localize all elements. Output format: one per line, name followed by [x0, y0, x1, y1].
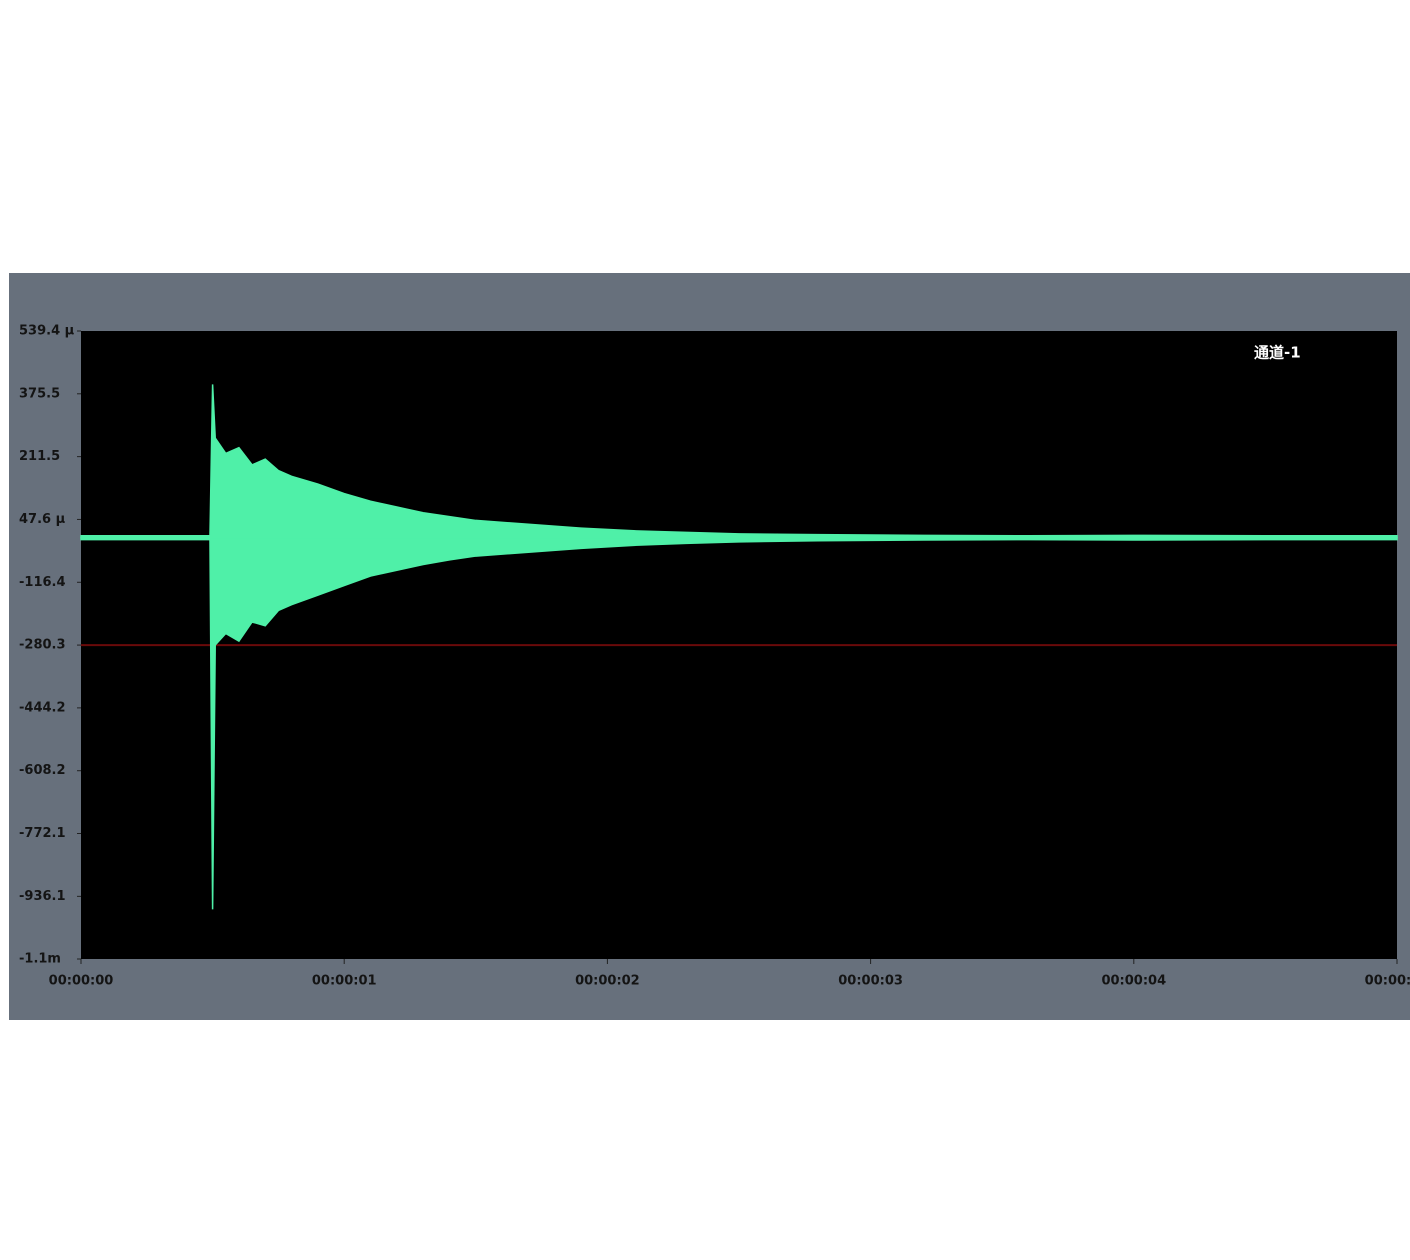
y-tick-label: 211.5 — [19, 449, 60, 464]
y-tick-label: 47.6 μ — [19, 512, 66, 527]
x-tick-label: 00:00:01 — [312, 974, 377, 989]
y-tick-label: 375.5 — [19, 386, 60, 401]
x-tick-label: 00:00:04 — [1101, 974, 1166, 989]
y-tick-label: 539.4 μ — [19, 324, 75, 339]
y-tick-label: -772.1 — [19, 826, 66, 841]
y-tick-label: -936.1 — [19, 889, 66, 904]
waveform-lower — [80, 536, 1398, 910]
x-tick-label: 00:00:05 — [1365, 974, 1410, 989]
y-tick-label: -116.4 — [19, 575, 66, 590]
waveform-upper — [80, 384, 1398, 539]
y-tick-label: -280.3 — [19, 638, 66, 653]
y-tick-label: -608.2 — [19, 763, 66, 778]
x-tick-label: 00:00:00 — [49, 974, 114, 989]
x-tick-label: 00:00:03 — [838, 974, 903, 989]
y-tick-label: -444.2 — [19, 700, 66, 715]
y-tick-label: -1.1m — [19, 952, 61, 967]
channel-label: 通道-1 — [1254, 344, 1301, 362]
x-tick-label: 00:00:02 — [575, 974, 640, 989]
